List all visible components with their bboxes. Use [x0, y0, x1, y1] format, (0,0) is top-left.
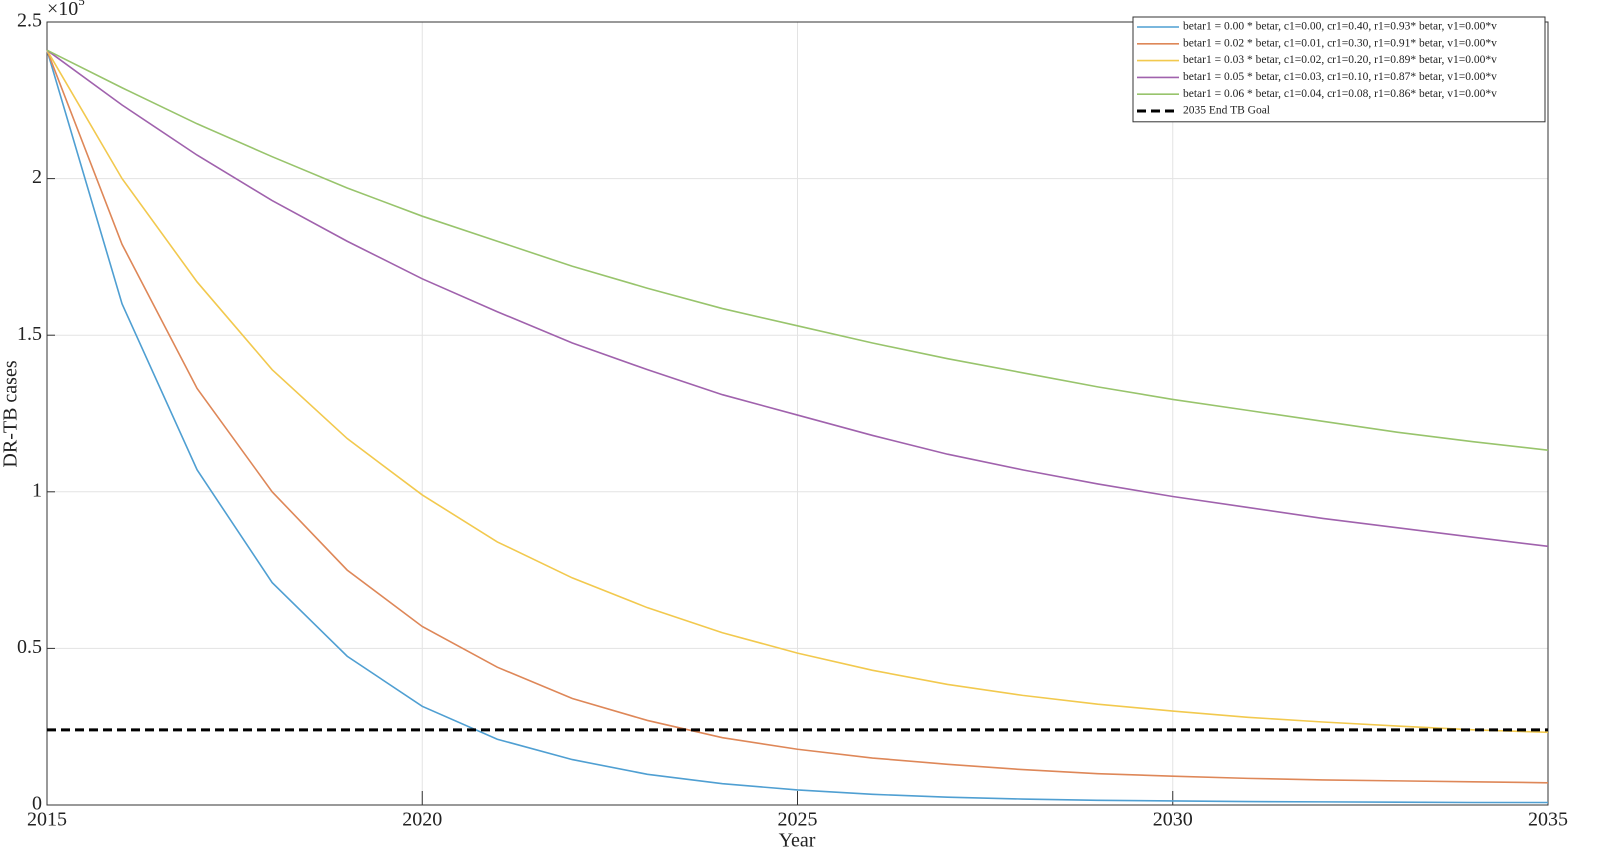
series-line: [46, 49, 1548, 804]
y-axis-label: DR-TB cases: [0, 360, 22, 467]
multiplier-base: ×10: [47, 0, 78, 20]
x-tick-label: 2020: [402, 809, 442, 831]
x-tick-label: 2025: [778, 809, 818, 831]
x-axis-label: Year: [779, 830, 816, 852]
series-line: [46, 49, 1549, 784]
y-tick-label: 1: [32, 479, 42, 501]
series-line: [46, 49, 1549, 451]
multiplier-exponent: 5: [78, 0, 85, 8]
y-tick-label: 0: [32, 793, 42, 815]
legend-label: betar1 = 0.05 * betar, c1=0.03, cr1=0.10…: [1183, 71, 1497, 83]
y-tick-label: 0.5: [17, 636, 42, 658]
legend-label: betar1 = 0.03 * betar, c1=0.02, cr1=0.20…: [1183, 54, 1497, 66]
y-tick-label: 1.5: [17, 323, 42, 345]
series-line: [46, 49, 1549, 548]
y-tick-label: 2: [32, 166, 42, 188]
y-tick-label: 2.5: [17, 10, 42, 32]
x-tick-label: 2035: [1528, 809, 1568, 831]
legend-label: betar1 = 0.00 * betar, c1=0.00, cr1=0.40…: [1183, 21, 1497, 33]
x-tick-label: 2030: [1153, 809, 1193, 831]
plot-frame: [46, 21, 1549, 806]
y-multiplier: ×105: [47, 0, 85, 20]
legend-label: 2035 End TB Goal: [1183, 105, 1270, 117]
legend-label: betar1 = 0.06 * betar, c1=0.04, cr1=0.08…: [1183, 88, 1497, 100]
series-line: [46, 49, 1549, 734]
legend-box: [1132, 16, 1546, 123]
legend-label: betar1 = 0.02 * betar, c1=0.01, cr1=0.30…: [1183, 37, 1497, 49]
x-tick-label: 2015: [27, 809, 67, 831]
